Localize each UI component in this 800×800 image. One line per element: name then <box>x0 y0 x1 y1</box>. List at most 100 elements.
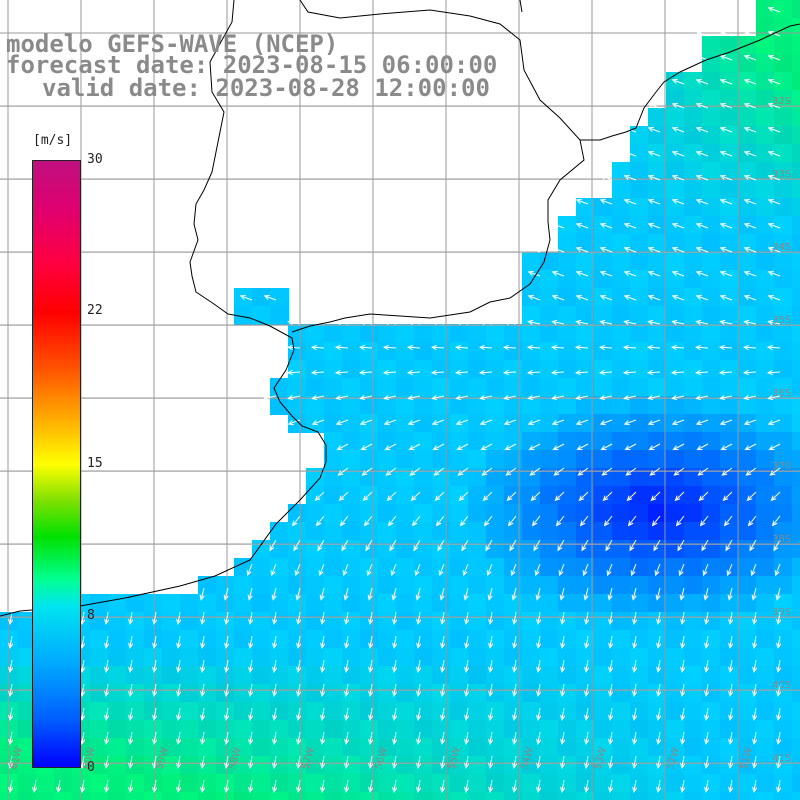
wind-arrow <box>438 563 445 577</box>
wind-arrow <box>671 150 685 157</box>
wind-speed-cell <box>576 198 595 217</box>
latitude-label: 37S <box>772 461 791 472</box>
wind-arrow <box>296 731 302 745</box>
wind-speed-cell <box>324 684 343 703</box>
wind-arrow <box>671 102 685 109</box>
wind-speed-cell <box>522 486 541 505</box>
wind-arrow <box>695 126 709 133</box>
wind-speed-cell <box>540 486 559 505</box>
wind-speed-cell <box>756 594 775 613</box>
wind-speed-cell <box>216 738 235 757</box>
wind-arrow <box>391 587 397 601</box>
wind-arrow <box>702 563 709 577</box>
wind-speed-cell <box>342 540 361 559</box>
wind-speed-cell <box>468 594 487 613</box>
wind-speed-cell <box>558 414 577 433</box>
wind-speed-cell <box>792 252 800 271</box>
wind-arrow <box>272 731 278 745</box>
wind-speed-cell <box>342 774 361 793</box>
wind-speed-cell <box>504 774 523 793</box>
wind-arrow <box>648 443 661 451</box>
wind-speed-cell <box>108 756 127 775</box>
wind-speed-cell <box>666 306 685 325</box>
wind-arrow <box>246 563 253 577</box>
wind-speed-cell <box>288 720 307 739</box>
wind-arrow <box>695 419 709 426</box>
wind-arrow <box>382 344 397 351</box>
wind-arrow <box>747 515 757 527</box>
wind-arrow <box>462 563 469 577</box>
wind-arrow <box>721 467 733 476</box>
wind-speed-cell <box>648 144 667 163</box>
wind-speed-cell <box>756 432 775 451</box>
wind-speed-cell <box>792 270 800 289</box>
wind-speed-cell <box>342 396 361 415</box>
wind-arrow <box>392 755 398 769</box>
wind-speed-cell <box>702 576 721 595</box>
wind-speed-cell <box>666 774 685 793</box>
wind-speed-cell <box>414 432 433 451</box>
wind-speed-cell <box>630 774 649 793</box>
wind-speed-cell <box>630 720 649 739</box>
wind-speed-cell <box>162 792 181 800</box>
wind-speed-cell <box>594 450 613 469</box>
wind-arrow <box>527 395 541 401</box>
wind-arrow <box>507 515 517 527</box>
wind-speed-cell <box>504 648 523 667</box>
wind-speed-cell <box>342 324 361 343</box>
wind-arrow <box>416 659 422 673</box>
wind-speed-cell <box>396 342 415 361</box>
wind-speed-cell <box>198 774 217 793</box>
wind-speed-cell <box>558 342 577 361</box>
wind-arrow <box>752 635 758 649</box>
wind-speed-cell <box>378 792 397 800</box>
wind-speed-cell <box>468 342 487 361</box>
wind-speed-cell <box>468 396 487 415</box>
wind-speed-cell <box>360 792 379 800</box>
wind-speed-cell <box>558 234 577 253</box>
wind-speed-cell <box>342 720 361 739</box>
wind-speed-cell <box>684 450 703 469</box>
wind-speed-cell <box>630 486 649 505</box>
colorbar-tick-22: 22 <box>87 303 103 318</box>
wind-arrow <box>504 443 517 451</box>
wind-arrow <box>752 779 758 793</box>
wind-speed-cell <box>558 630 577 649</box>
wind-arrow <box>479 395 493 401</box>
wind-arrow <box>361 467 373 476</box>
wind-vectors <box>8 6 782 793</box>
wind-speed-cell <box>306 486 325 505</box>
wind-arrow <box>481 467 493 476</box>
wind-speed-cell <box>126 774 145 793</box>
wind-arrow <box>272 683 278 697</box>
wind-arrow <box>608 779 614 793</box>
wind-speed-cell <box>360 576 379 595</box>
wind-arrow <box>406 344 421 351</box>
wind-speed-cell <box>702 378 721 397</box>
wind-speed-cell <box>540 468 559 487</box>
wind-speed-cell <box>666 180 685 199</box>
wind-speed-cell <box>702 144 721 163</box>
wind-speed-cell <box>540 504 559 523</box>
wind-speed-cell <box>432 720 451 739</box>
wind-speed-cell <box>738 486 757 505</box>
wind-speed-cell <box>756 270 775 289</box>
wind-speed-cell <box>198 594 217 613</box>
wind-arrow <box>703 587 709 601</box>
wind-speed-cell <box>342 522 361 541</box>
wind-arrow <box>344 731 350 745</box>
wind-arrow <box>383 395 397 401</box>
wind-speed-cell <box>558 486 577 505</box>
wind-speed-cell <box>684 432 703 451</box>
wind-speed-cell <box>504 666 523 685</box>
wind-speed-cell <box>630 360 649 379</box>
wind-speed-cell <box>378 648 397 667</box>
wind-arrow <box>575 419 589 426</box>
wind-arrow <box>383 319 397 325</box>
wind-speed-cell <box>342 450 361 469</box>
wind-speed-cell <box>18 774 37 793</box>
wind-arrow <box>678 563 685 577</box>
wind-speed-cell <box>342 378 361 397</box>
wind-speed-cell <box>306 522 325 541</box>
wind-speed-cell <box>378 378 397 397</box>
